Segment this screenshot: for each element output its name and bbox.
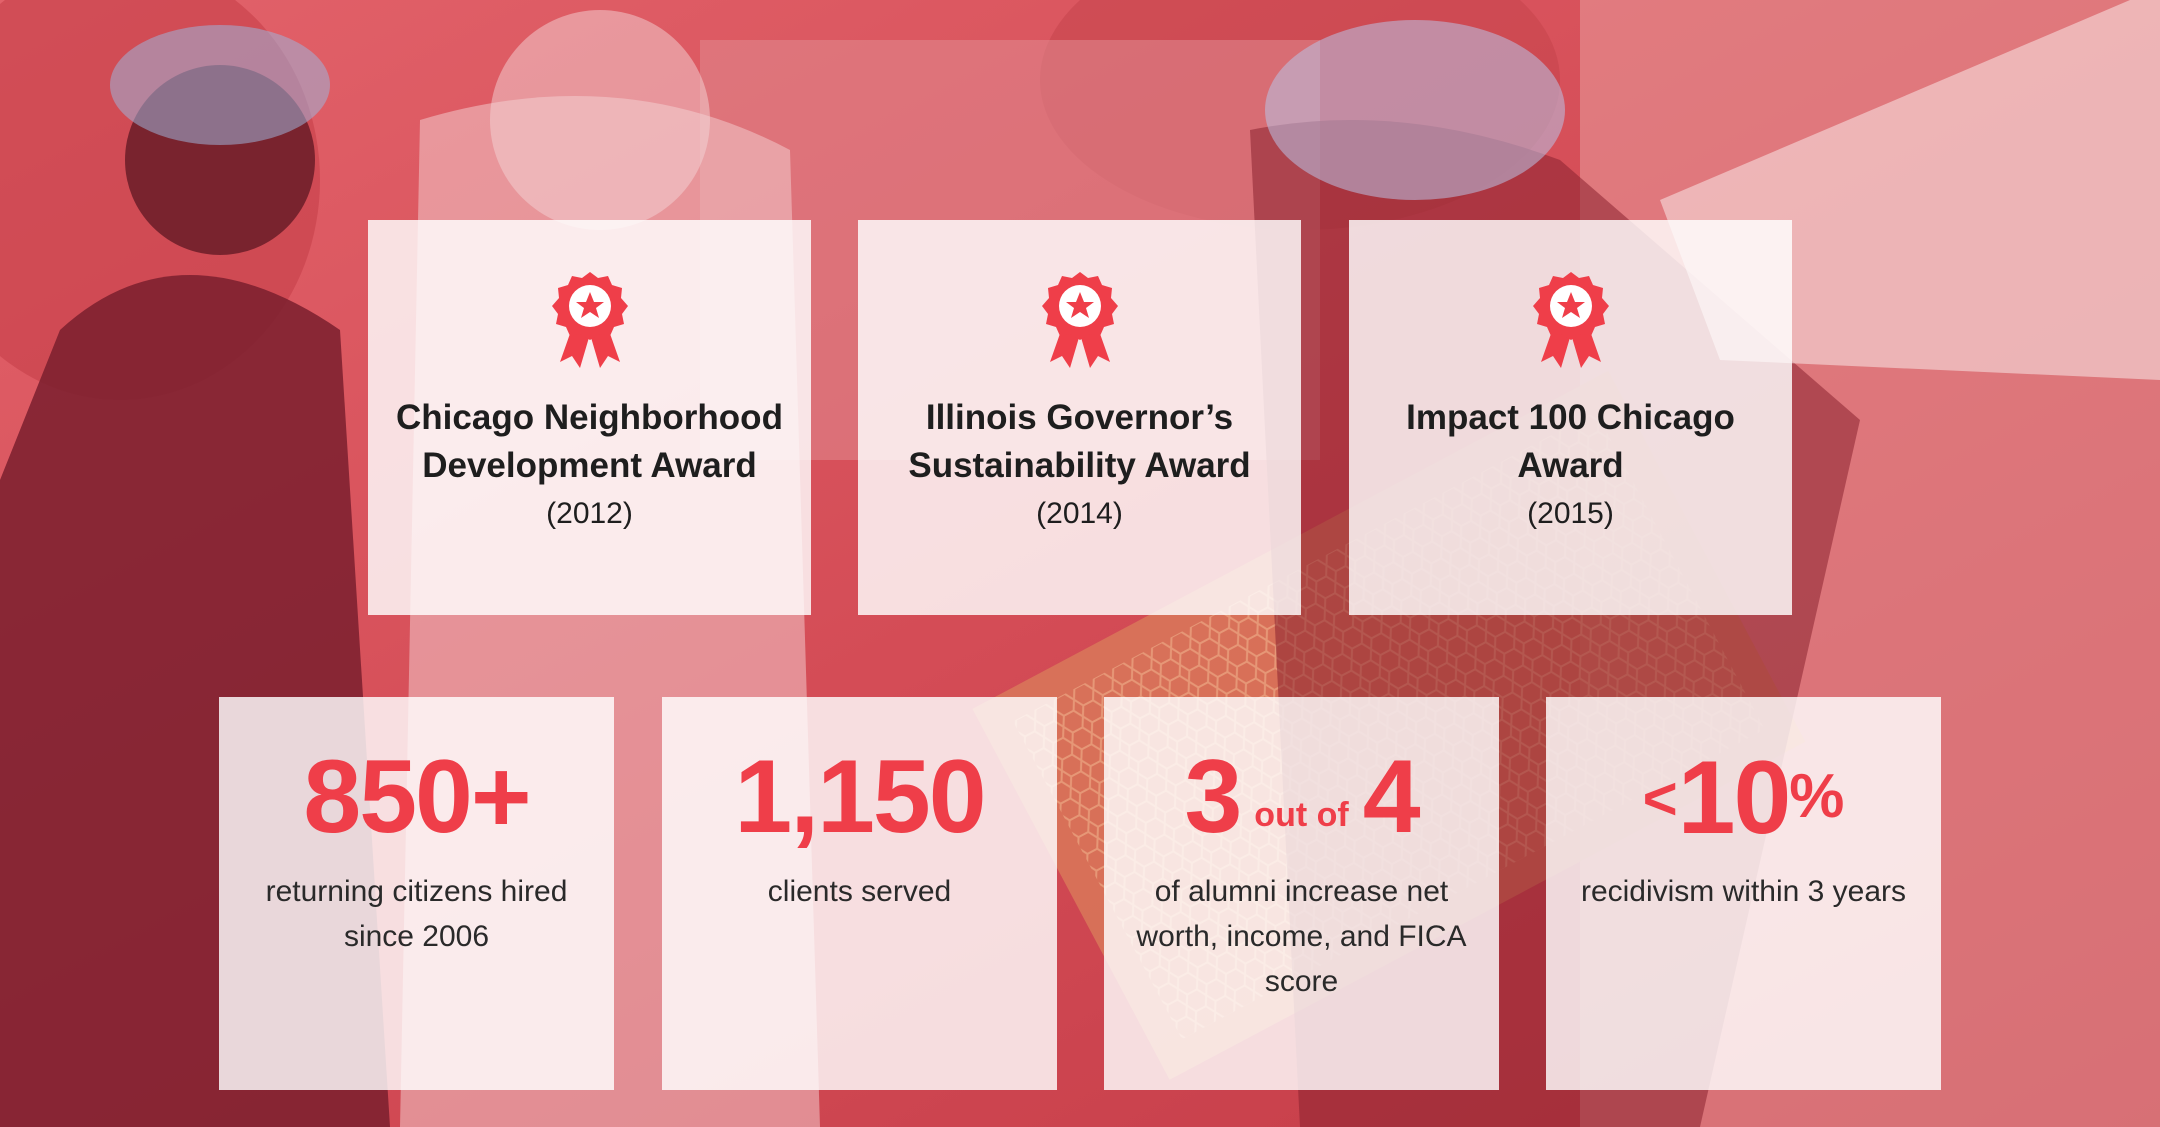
stat-value: 1,150 — [734, 739, 986, 855]
stat-value-number: 10 — [1677, 740, 1792, 856]
stat-description: clients served — [767, 875, 952, 908]
award-ribbon-icon — [1532, 272, 1609, 368]
award-year: (2012) — [546, 497, 633, 530]
stat-value-left: 3 — [1184, 739, 1242, 855]
award-title: Impact 100 Chicago Award (2015) — [1369, 394, 1772, 538]
stat-description: recidivism within 3 years — [1580, 875, 1907, 908]
stat-card-alumni-increase: 3 out of 4 of alumni increase net worth, i… — [1104, 697, 1499, 1090]
award-ribbon-icon — [551, 272, 628, 368]
award-ribbon-icon — [1041, 272, 1118, 368]
stat-value: 850+ — [303, 739, 531, 855]
stat-description: of alumni increase net worth, income, an… — [1136, 875, 1467, 998]
stat-description: returning citizens hired since 2006 — [265, 875, 568, 953]
stat-card-returning-citizens: 850+ returning citizens hired since 2006 — [219, 697, 614, 1090]
award-year: (2015) — [1527, 497, 1614, 530]
stat-card-clients-served: 1,150 clients served — [662, 697, 1057, 1090]
stat-value: 3 out of 4 — [1104, 737, 1499, 857]
stat-value-right: 4 — [1362, 739, 1421, 855]
stat-value: <10% — [1546, 737, 1941, 857]
award-title: Chicago Neighborhood Development Award (… — [388, 394, 791, 538]
award-card-impact-100: Impact 100 Chicago Award (2015) — [1349, 220, 1792, 615]
stat-value-connector: out of — [1254, 796, 1349, 834]
award-title: Illinois Governor’s Sustainability Award… — [878, 394, 1281, 538]
award-card-chicago-neighborhood: Chicago Neighborhood Development Award (… — [368, 220, 811, 615]
award-card-illinois-governor: Illinois Governor’s Sustainability Award… — [858, 220, 1301, 615]
award-year: (2014) — [1036, 497, 1123, 530]
stat-value-suffix: % — [1789, 762, 1845, 831]
stat-value-prefix: < — [1642, 765, 1678, 832]
stat-card-recidivism: <10% recidivism within 3 years — [1546, 697, 1941, 1090]
